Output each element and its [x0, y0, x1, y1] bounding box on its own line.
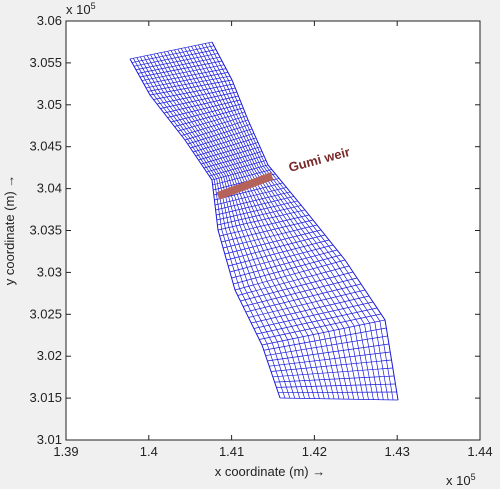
- mesh-long-line: [146, 55, 305, 399]
- multiplier-base: x 10: [66, 2, 91, 17]
- mesh-long-line: [139, 56, 296, 399]
- mesh-long-line: [167, 51, 335, 399]
- mesh-long-line: [201, 43, 384, 400]
- y-tick-label: 3.025: [29, 306, 62, 321]
- x-tick-label: 1.42: [302, 444, 327, 459]
- mesh-long-line: [174, 49, 345, 400]
- mesh-long-line: [143, 55, 301, 399]
- y-multiplier: x 105: [66, 1, 96, 17]
- x-tick-label: 1.41: [219, 444, 244, 459]
- x-multiplier: x 105: [446, 472, 476, 488]
- mesh-long-line: [163, 51, 330, 399]
- bank-line: [211, 41, 399, 401]
- mesh-long-line: [170, 50, 340, 400]
- multiplier-exponent: 5: [91, 1, 96, 11]
- y-tick-label: 3.015: [29, 390, 62, 405]
- mesh-long-line: [156, 53, 320, 399]
- mesh-long-line: [160, 52, 325, 399]
- x-axis-label: x coordinate (m) →: [215, 464, 326, 479]
- plot-area: [65, 20, 481, 441]
- multiplier-exponent: 5: [471, 472, 476, 482]
- y-tick-label: 3.01: [37, 432, 62, 447]
- mesh-long-line: [150, 54, 310, 399]
- mesh-long-line: [136, 57, 291, 399]
- mesh-long-line: [197, 44, 379, 400]
- multiplier-base: x 10: [446, 473, 471, 488]
- x-tick-label: 1.39: [53, 444, 78, 459]
- mesh-long-line: [180, 48, 355, 400]
- x-tick-label: 1.43: [385, 444, 410, 459]
- y-axis-label: y coordinate (m) →: [2, 175, 17, 286]
- mesh-long-line: [204, 43, 389, 400]
- mesh-long-line: [177, 48, 350, 400]
- mesh-long-line: [194, 45, 374, 400]
- mesh: [129, 41, 399, 401]
- weir: [216, 172, 274, 200]
- mesh-long-line: [187, 46, 364, 400]
- mesh-long-line: [153, 53, 315, 399]
- y-tick-label: 3.06: [37, 13, 62, 28]
- y-tick-label: 3.03: [37, 264, 62, 279]
- bank-line: [129, 58, 281, 399]
- mesh-long-line: [133, 58, 286, 399]
- y-tick-label: 3.055: [29, 55, 62, 70]
- mesh-long-line: [208, 42, 394, 400]
- x-tick-label: 1.44: [467, 444, 492, 459]
- y-tick-label: 3.02: [37, 348, 62, 363]
- x-tick-label: 1.4: [140, 444, 158, 459]
- mesh-long-line: [184, 47, 360, 400]
- y-tick-label: 3.04: [37, 181, 62, 196]
- y-tick-label: 3.035: [29, 223, 62, 238]
- y-tick-label: 3.05: [37, 97, 62, 112]
- y-tick-label: 3.045: [29, 139, 62, 154]
- mesh-long-line: [191, 46, 369, 400]
